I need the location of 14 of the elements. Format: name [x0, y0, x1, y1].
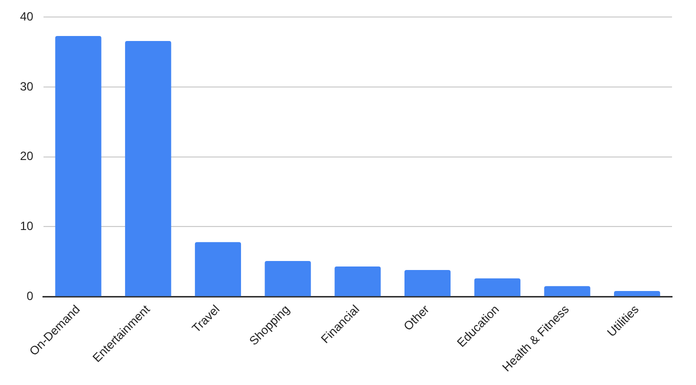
bar [264, 260, 311, 296]
y-tick-label: 30 [20, 79, 34, 94]
y-tick-label: 0 [26, 288, 34, 303]
bar [125, 40, 172, 296]
y-tick-label: 40 [20, 10, 34, 24]
bar [474, 278, 520, 296]
bar [194, 242, 242, 296]
bar [544, 286, 590, 296]
bar [334, 266, 381, 296]
y-tick-label: 20 [20, 149, 34, 164]
bar [55, 36, 102, 296]
bar [404, 270, 451, 296]
y-tick-label: 10 [20, 219, 34, 234]
bar [614, 290, 660, 296]
